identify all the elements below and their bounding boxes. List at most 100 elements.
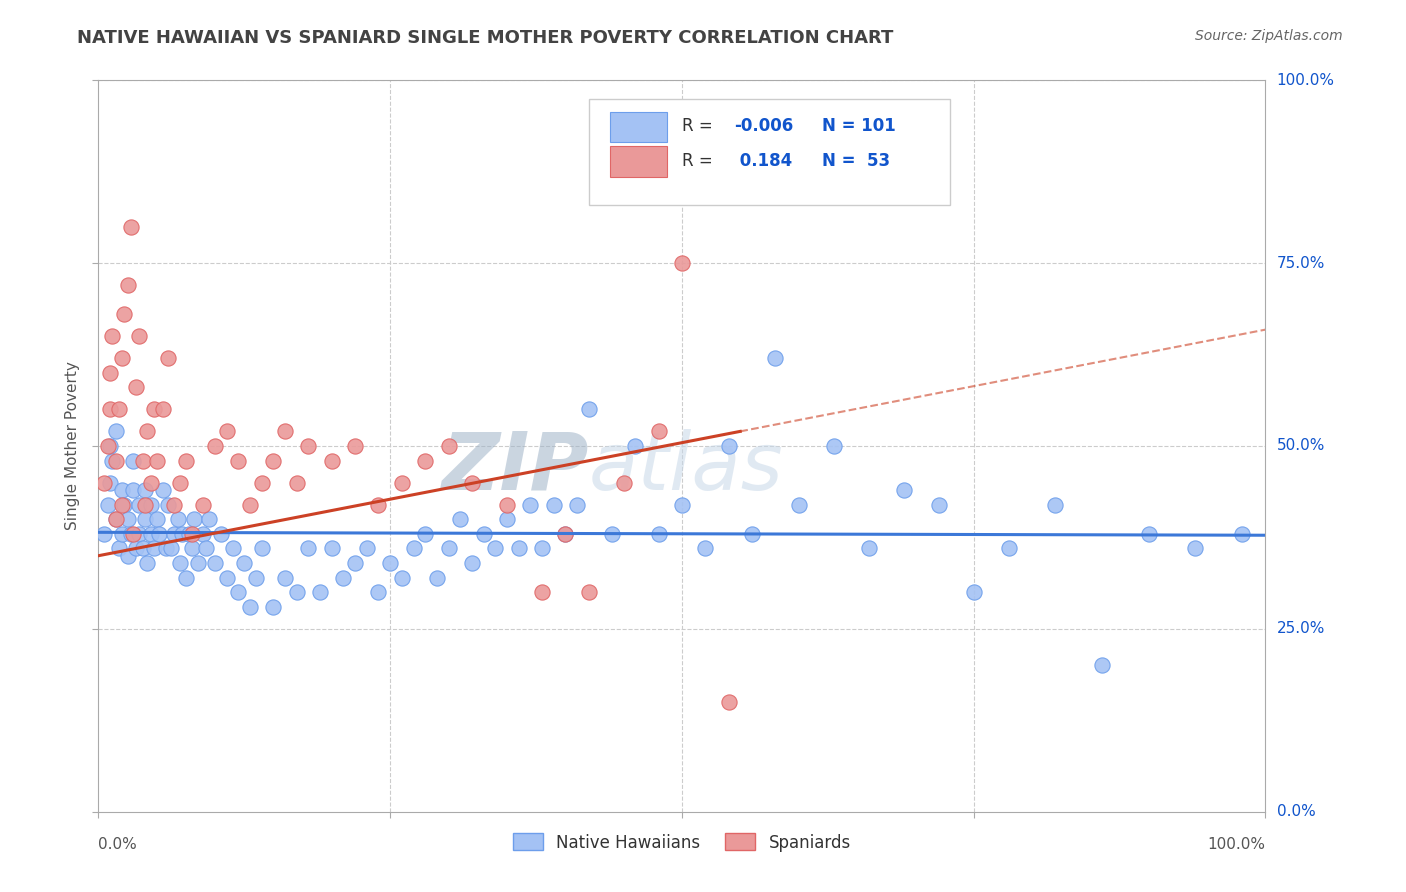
Point: [413, 453, 436, 467]
Point: [98, 439, 121, 453]
Point: [1091, 658, 1114, 673]
Point: [496, 498, 519, 512]
Point: [262, 453, 284, 467]
Point: [159, 541, 181, 556]
Point: [134, 498, 156, 512]
Point: [179, 526, 201, 541]
Point: [93, 475, 115, 490]
Point: [125, 380, 148, 394]
Point: [146, 512, 169, 526]
Point: [367, 498, 389, 512]
Point: [787, 498, 810, 512]
Point: [148, 526, 170, 541]
Text: 0.0%: 0.0%: [1277, 805, 1315, 819]
Point: [101, 453, 124, 467]
Point: [157, 498, 180, 512]
Point: [763, 351, 786, 366]
Point: [391, 475, 413, 490]
Point: [578, 402, 600, 417]
Point: [98, 366, 121, 380]
Point: [274, 425, 297, 439]
Point: [245, 571, 267, 585]
Text: 100.0%: 100.0%: [1277, 73, 1334, 87]
Point: [285, 475, 308, 490]
Point: [741, 526, 763, 541]
Point: [117, 512, 139, 526]
Point: [169, 556, 191, 570]
Point: [997, 541, 1019, 556]
Point: [157, 351, 180, 366]
Point: [823, 439, 845, 453]
Point: [132, 453, 155, 467]
FancyBboxPatch shape: [610, 146, 666, 177]
Text: Source: ZipAtlas.com: Source: ZipAtlas.com: [1195, 29, 1343, 43]
Point: [98, 402, 121, 417]
Text: R =: R =: [682, 152, 718, 169]
Point: [221, 541, 243, 556]
Point: [321, 453, 343, 467]
Point: [204, 556, 226, 570]
Point: [1045, 498, 1067, 512]
Point: [143, 402, 166, 417]
Point: [139, 526, 162, 541]
Point: [194, 541, 217, 556]
Text: R =: R =: [682, 118, 718, 136]
Point: [613, 475, 636, 490]
Point: [215, 425, 238, 439]
Point: [125, 541, 148, 556]
Point: [962, 585, 984, 599]
Point: [1137, 526, 1160, 541]
Point: [858, 541, 880, 556]
Point: [174, 571, 197, 585]
Point: [578, 585, 600, 599]
Text: atlas: atlas: [589, 429, 783, 507]
Point: [437, 541, 460, 556]
Point: [104, 425, 127, 439]
Point: [309, 585, 332, 599]
Point: [717, 439, 740, 453]
Point: [391, 571, 413, 585]
Point: [172, 526, 194, 541]
Point: [1230, 526, 1253, 541]
Point: [426, 571, 449, 585]
Point: [112, 307, 135, 321]
Point: [228, 453, 250, 467]
Point: [484, 541, 506, 556]
Point: [104, 512, 127, 526]
Y-axis label: Single Mother Poverty: Single Mother Poverty: [65, 361, 80, 531]
Point: [624, 439, 647, 453]
Point: [671, 256, 693, 270]
Text: 0.184: 0.184: [734, 152, 793, 169]
Point: [97, 498, 120, 512]
Point: [183, 512, 205, 526]
Point: [111, 351, 134, 366]
Point: [112, 498, 135, 512]
Point: [134, 483, 156, 497]
Text: -0.006: -0.006: [734, 118, 793, 136]
Text: ZIP: ZIP: [441, 429, 589, 507]
Point: [139, 498, 162, 512]
Point: [239, 498, 262, 512]
Legend: Native Hawaiians, Spaniards: Native Hawaiians, Spaniards: [506, 827, 858, 858]
Point: [928, 498, 950, 512]
Point: [543, 498, 565, 512]
Point: [117, 549, 139, 563]
Point: [98, 475, 121, 490]
Point: [169, 475, 191, 490]
Point: [122, 483, 145, 497]
Point: [122, 526, 145, 541]
FancyBboxPatch shape: [610, 112, 666, 143]
Point: [187, 556, 209, 570]
Point: [262, 599, 284, 614]
Text: 100.0%: 100.0%: [1208, 837, 1265, 852]
Point: [461, 556, 484, 570]
Point: [274, 571, 297, 585]
Point: [108, 541, 131, 556]
Text: 25.0%: 25.0%: [1277, 622, 1324, 636]
Point: [136, 425, 159, 439]
Point: [111, 526, 134, 541]
Point: [180, 526, 202, 541]
Point: [344, 556, 367, 570]
Point: [600, 526, 623, 541]
Point: [530, 541, 553, 556]
